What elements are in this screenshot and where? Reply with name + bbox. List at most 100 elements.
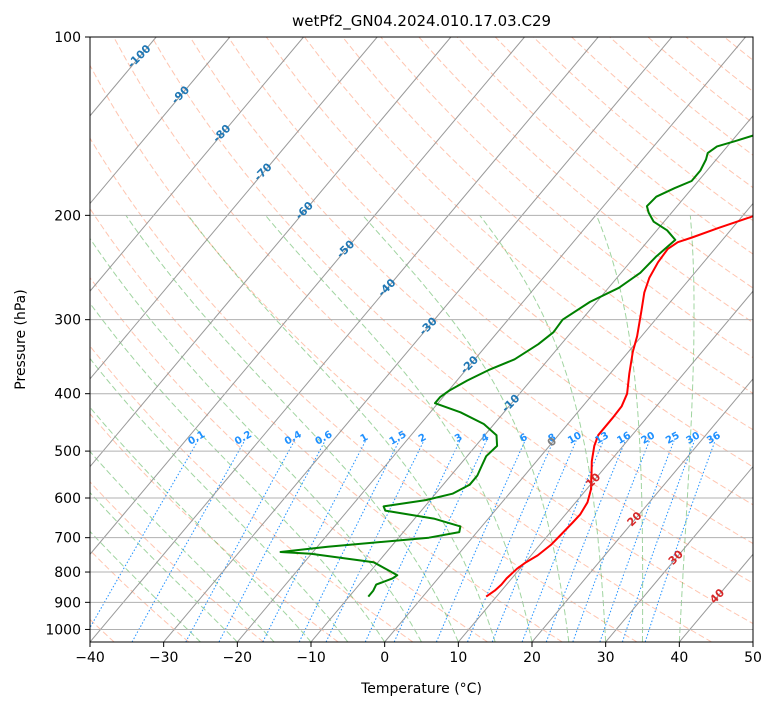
dry-adiabat bbox=[762, 37, 775, 642]
dry-adiabat bbox=[189, 37, 753, 545]
isotherm-label: -90 bbox=[169, 83, 192, 106]
mixing-ratio-label: 13 bbox=[593, 430, 611, 447]
y-tick-label: 800 bbox=[54, 565, 81, 581]
mixing-ratio-line bbox=[644, 440, 716, 642]
isotherm bbox=[163, 37, 673, 642]
mixing-ratio-line bbox=[545, 440, 626, 642]
y-tick-label: 500 bbox=[54, 444, 81, 460]
mixing-ratio-line bbox=[599, 440, 675, 642]
isotherm-label: -30 bbox=[417, 314, 440, 337]
dry-adiabat bbox=[90, 276, 488, 642]
mixing-ratio-label: 2 bbox=[417, 432, 429, 445]
mixing-ratio-label: 3 bbox=[453, 432, 465, 445]
dry-adiabat bbox=[723, 37, 753, 61]
isotherm bbox=[752, 641, 753, 642]
profiles bbox=[279, 134, 753, 598]
dry-adiabat bbox=[90, 549, 190, 642]
isotherm-label: -70 bbox=[251, 160, 274, 183]
mixing-ratio-label: 30 bbox=[684, 430, 702, 447]
x-tick-label: 0 bbox=[380, 650, 389, 666]
mixing-ratio-label: 0.1 bbox=[186, 429, 207, 447]
dry-adiabat bbox=[90, 481, 264, 642]
dry-adiabat bbox=[456, 37, 753, 289]
isotherm bbox=[90, 37, 525, 556]
dry-adiabat bbox=[609, 37, 753, 156]
isotherm bbox=[90, 37, 452, 468]
isotherm bbox=[90, 37, 304, 292]
mixing-ratio-line bbox=[325, 440, 425, 642]
dry-adiabat bbox=[90, 345, 414, 642]
x-axis: −40 −30 −20 −10 0 10 20 30 40 50 bbox=[75, 642, 762, 666]
y-tick-label: 1000 bbox=[45, 622, 81, 638]
moist-adiabat bbox=[90, 302, 386, 642]
dry-adiabat bbox=[304, 37, 753, 431]
x-tick-label: −10 bbox=[296, 650, 326, 666]
isotherm bbox=[90, 37, 599, 642]
plot-frame bbox=[89, 36, 754, 643]
mixing-ratio-line bbox=[521, 440, 604, 642]
dry-adiabat bbox=[265, 37, 753, 468]
y-axis: 100 200 300 400 500 600 700 800 900 1000 bbox=[45, 30, 90, 638]
isotherm-label: -60 bbox=[293, 199, 316, 222]
isotherm bbox=[531, 378, 753, 642]
mixing-ratio-label: 1.5 bbox=[388, 429, 409, 447]
dry-adiabat bbox=[494, 37, 753, 255]
mixing-ratio-line bbox=[185, 440, 295, 642]
x-tick-label: −20 bbox=[223, 650, 253, 666]
mixing-ratio-label: 0.2 bbox=[233, 429, 254, 447]
x-tick-label: 20 bbox=[523, 650, 541, 666]
mixing-ratio-line bbox=[262, 440, 367, 642]
isotherm-label: -100 bbox=[125, 42, 154, 71]
mixing-ratio-line bbox=[572, 440, 650, 642]
moist-adiabat bbox=[187, 214, 496, 642]
x-tick-label: 40 bbox=[670, 650, 688, 666]
dry-adiabat bbox=[151, 37, 753, 584]
mixing-ratio-line bbox=[218, 440, 326, 642]
isotherm bbox=[605, 465, 753, 642]
x-tick-label: 30 bbox=[597, 650, 615, 666]
dry-adiabat bbox=[342, 37, 753, 394]
y-tick-label: 100 bbox=[54, 30, 81, 46]
dry-adiabat bbox=[90, 207, 563, 642]
moist-adiabat bbox=[479, 214, 607, 642]
mixing-ratio-label: 25 bbox=[664, 430, 682, 447]
isotherm bbox=[384, 202, 753, 642]
isotherm-label: -40 bbox=[375, 276, 398, 299]
mixing-ratio-line bbox=[621, 440, 695, 642]
isotherm bbox=[90, 37, 378, 380]
moist-adiabat bbox=[265, 214, 533, 642]
temperature-profile bbox=[485, 215, 753, 598]
mixing-ratio-label: 8 bbox=[547, 432, 559, 445]
x-tick-label: 50 bbox=[744, 650, 762, 666]
dry-adiabat bbox=[533, 37, 753, 222]
grid-lines bbox=[0, 37, 753, 642]
dry-adiabat bbox=[90, 64, 712, 642]
x-axis-label: Temperature (°C) bbox=[360, 681, 482, 697]
dry-adiabat bbox=[380, 37, 753, 359]
mixing-ratio-label: 0.4 bbox=[283, 429, 304, 447]
mixing-ratio-label: 16 bbox=[615, 430, 633, 447]
mixing-ratio-line bbox=[467, 440, 555, 642]
y-tick-label: 600 bbox=[54, 491, 81, 507]
mixing-ratio-label: 6 bbox=[518, 432, 530, 445]
mixing-ratio-line bbox=[298, 440, 400, 642]
isotherm bbox=[0, 37, 9, 642]
y-tick-label: 900 bbox=[54, 595, 81, 611]
mixing-ratio-line bbox=[435, 440, 526, 642]
y-tick-label: 300 bbox=[54, 313, 81, 329]
isotherm-label: -10 bbox=[499, 392, 522, 415]
mixing-ratio-label: 1 bbox=[359, 432, 371, 445]
dewpoint-profile bbox=[279, 134, 753, 598]
moist-adiabat bbox=[90, 450, 275, 642]
x-tick-label: −30 bbox=[149, 650, 179, 666]
x-tick-label: −40 bbox=[75, 650, 105, 666]
dry-adiabat bbox=[418, 37, 753, 324]
moist-adiabat bbox=[125, 215, 459, 642]
dry-adiabat bbox=[113, 37, 753, 625]
moist-adiabat bbox=[90, 237, 422, 642]
isotherm bbox=[236, 37, 746, 642]
mixing-ratio-line bbox=[90, 440, 199, 629]
isotherm bbox=[457, 290, 753, 642]
isotherm bbox=[90, 37, 231, 205]
